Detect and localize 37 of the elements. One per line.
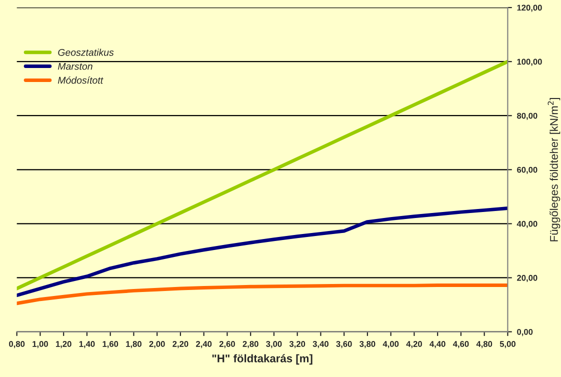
x-tick-label: 4,80 xyxy=(476,341,492,348)
x-axis-title: "H" földtakarás [m] xyxy=(212,354,312,365)
x-tick-label: 3,00 xyxy=(266,341,282,348)
y-axis-title: Függőleges földteher [kN/m$^{2}$] xyxy=(548,98,560,242)
x-tick-label: 1,80 xyxy=(126,341,142,348)
x-tick-label: 3,40 xyxy=(312,341,328,348)
y-tick-label: 60,00 xyxy=(517,166,538,174)
x-tick-label: 1,00 xyxy=(32,341,48,348)
x-tick-label: 2,40 xyxy=(196,341,212,348)
y-tick-label: 40,00 xyxy=(516,220,538,228)
x-tick-label: 2,00 xyxy=(149,341,165,348)
x-tick-label: 3,60 xyxy=(336,341,352,348)
y-tick-label: 100,00 xyxy=(517,58,542,66)
legend-label: Marston xyxy=(58,62,92,70)
x-tick-label: 2,80 xyxy=(242,341,258,348)
line-series xyxy=(16,284,508,306)
legend-label: Geosztatikus xyxy=(58,48,114,56)
x-tick-label: 4,40 xyxy=(430,341,446,348)
x-tick-label: 4,20 xyxy=(406,341,422,348)
x-tick-label: 4,00 xyxy=(382,341,399,348)
x-tick-label: 2,20 xyxy=(172,341,188,348)
y-tick-label: 120,00 xyxy=(517,4,542,12)
x-tick-label: 2,60 xyxy=(219,341,235,348)
x-tick-label: 1,20 xyxy=(56,341,72,348)
x-tick-label: 3,20 xyxy=(289,341,306,348)
x-tick-label: 1,60 xyxy=(102,341,118,348)
y-tick-label: 80,00 xyxy=(516,112,538,120)
x-tick-label: 5,00 xyxy=(500,341,516,348)
line-series xyxy=(16,206,508,298)
y-tick-label: 0,00 xyxy=(517,328,533,336)
x-tick-label: 3,80 xyxy=(360,341,376,348)
x-tick-label: 4,60 xyxy=(452,341,469,348)
legend-label: Módosított xyxy=(58,76,104,84)
x-tick-label: 0,80 xyxy=(9,341,25,348)
y-tick-label: 20,00 xyxy=(517,274,538,282)
x-tick-label: 1,40 xyxy=(79,341,95,348)
line-series xyxy=(16,60,508,290)
